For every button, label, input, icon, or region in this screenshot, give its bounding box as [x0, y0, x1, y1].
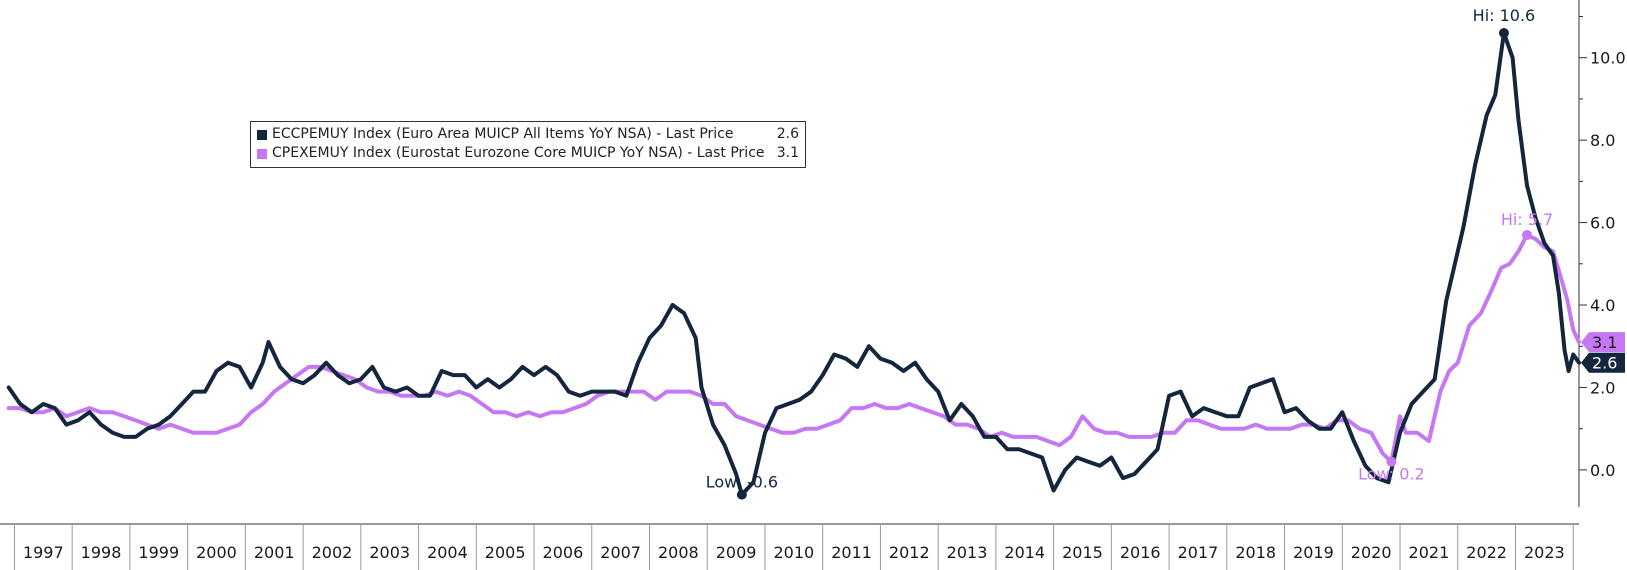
- x-tick-label: 2003: [369, 543, 410, 562]
- legend-label-cpi: ECCPEMUY Index (Euro Area MUICP All Item…: [272, 126, 734, 142]
- cpi-last-tag-bg: [1581, 352, 1625, 373]
- legend: ECCPEMUY Index (Euro Area MUICP All Item…: [250, 121, 806, 168]
- x-tick-label: 2018: [1235, 543, 1276, 562]
- core-low-label: Low: 0.2: [1358, 465, 1425, 484]
- series-line-core: [6, 233, 1581, 464]
- legend-item-core: CPEXEMUY Index (Eurostat Eurozone Core M…: [257, 144, 799, 163]
- core-high-marker: [1522, 229, 1533, 240]
- x-tick-label: 2013: [947, 543, 988, 562]
- x-tick-label: 2000: [196, 543, 237, 562]
- x-tick-label: 2023: [1524, 543, 1565, 562]
- x-tick-label: 2004: [427, 543, 468, 562]
- x-tick-label: 2010: [773, 543, 814, 562]
- x-tick-label: 2021: [1409, 543, 1450, 562]
- x-tick-label: 2006: [543, 543, 584, 562]
- x-tick-label: 2020: [1351, 543, 1392, 562]
- x-tick-label: 2012: [889, 543, 930, 562]
- x-tick-label: 2017: [1178, 543, 1219, 562]
- x-tick-label: 2008: [658, 543, 699, 562]
- x-tick-label: 1997: [23, 543, 64, 562]
- legend-value-core: 3.1: [776, 145, 799, 161]
- x-axis: 1997 1998 1999 2000 2001 2002 2003 2004 2005 2006…: [0, 523, 1579, 570]
- cpi-high-label: Hi: 10.6: [1473, 6, 1536, 25]
- legend-item-cpi: ECCPEMUY Index (Euro Area MUICP All Item…: [257, 125, 799, 144]
- legend-label-core: CPEXEMUY Index (Eurostat Eurozone Core M…: [272, 145, 765, 161]
- legend-swatch-core: [257, 148, 267, 159]
- x-tick-label: 2009: [716, 543, 757, 562]
- y-axis: 0.0 2.0 4.0 6.0 8.0 10.0: [1578, 0, 1626, 507]
- y-tick-label: 10.0: [1590, 49, 1626, 68]
- y-tick-label: 2.0: [1590, 378, 1615, 397]
- x-tick-label: 2022: [1466, 543, 1507, 562]
- core-last-tag-text: 3.1: [1592, 333, 1617, 352]
- legend-swatch-cpi: [257, 129, 267, 140]
- cpi-last-tag-text: 2.6: [1592, 354, 1617, 373]
- x-tick-label: 2002: [312, 543, 353, 562]
- x-tick-label: 2011: [831, 543, 872, 562]
- y-tick-label: 8.0: [1590, 131, 1615, 150]
- x-tick-label: 2005: [485, 543, 526, 562]
- x-tick-label: 2007: [600, 543, 641, 562]
- series-line-cpi: [6, 31, 1581, 497]
- x-tick-label: 2016: [1120, 543, 1161, 562]
- cpi-high-marker: [1498, 27, 1509, 38]
- series-layer: [6, 31, 1581, 497]
- core-last-tag-bg: [1581, 332, 1625, 353]
- core-high-label: Hi: 5.7: [1501, 210, 1553, 229]
- x-tick-label: 2015: [1062, 543, 1103, 562]
- cpi-low-marker: [736, 489, 747, 500]
- x-tick-label: 2014: [1004, 543, 1045, 562]
- x-tick-label: 1998: [81, 543, 122, 562]
- y-tick-label: 4.0: [1590, 296, 1615, 315]
- x-tick-label: 2019: [1293, 543, 1334, 562]
- y-tick-label: 6.0: [1590, 214, 1615, 233]
- cpi-low-label: Low: -0.6: [706, 473, 778, 492]
- cpi-last-tag: 2.6: [1581, 352, 1625, 373]
- x-tick-label: 1999: [138, 543, 179, 562]
- y-tick-label: 0.0: [1590, 461, 1615, 480]
- core-low-marker: [1386, 456, 1397, 467]
- x-tick-label: 2001: [254, 543, 295, 562]
- legend-value-cpi: 2.6: [776, 126, 799, 142]
- core-last-tag: 3.1: [1581, 332, 1625, 353]
- annotations: Hi: 10.6 Low: -0.6 Hi: 5.7 Low: 0.2 3.1 2.6: [706, 6, 1625, 500]
